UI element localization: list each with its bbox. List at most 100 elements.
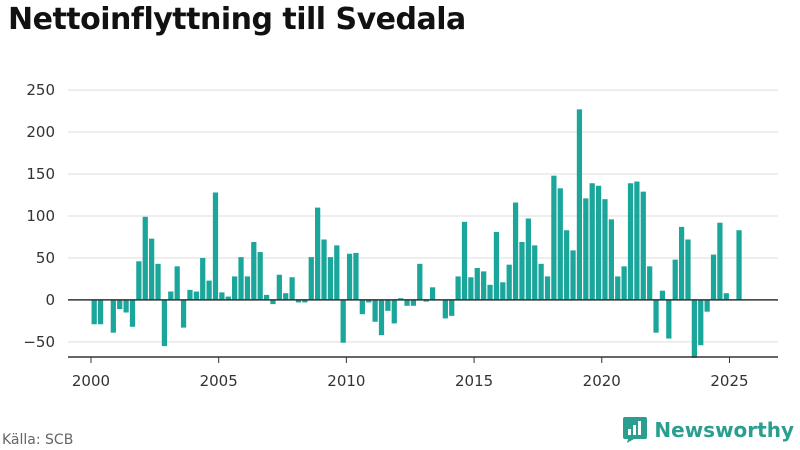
bar <box>429 287 436 300</box>
bar <box>315 207 321 300</box>
bar <box>640 191 646 300</box>
bar <box>493 231 500 300</box>
bar <box>442 299 448 319</box>
bar <box>461 221 468 300</box>
bar <box>666 299 672 339</box>
bar <box>723 293 729 300</box>
bar <box>180 299 187 328</box>
bar <box>385 299 391 311</box>
bar <box>110 299 116 333</box>
bar <box>506 264 512 300</box>
newsworthy-logo-icon <box>623 417 648 443</box>
bar <box>410 299 417 306</box>
bar <box>608 219 614 300</box>
bar <box>551 175 557 300</box>
bar <box>621 266 627 300</box>
bar <box>244 276 251 300</box>
bar <box>449 299 455 316</box>
axes <box>68 299 778 363</box>
bar <box>647 266 653 300</box>
bar <box>308 257 314 300</box>
bar <box>174 266 180 300</box>
bar <box>283 293 289 300</box>
bar <box>378 299 385 336</box>
bar <box>263 294 270 300</box>
bar <box>257 252 263 300</box>
bar <box>423 299 429 302</box>
bar <box>91 299 97 325</box>
bar <box>455 276 461 300</box>
bar <box>219 292 225 300</box>
bar <box>289 277 295 300</box>
bar <box>129 299 136 327</box>
bar <box>627 183 634 300</box>
bar <box>487 284 493 300</box>
bar <box>346 253 353 300</box>
bar <box>136 261 142 300</box>
bar <box>321 239 327 300</box>
gridlines <box>68 89 778 343</box>
bar <box>704 299 710 312</box>
bar <box>583 198 589 300</box>
bar <box>200 257 206 300</box>
y-tick-label: 50 <box>36 249 55 267</box>
x-tick-label: 2025 <box>710 372 748 390</box>
bar <box>474 268 480 300</box>
bar <box>270 299 276 305</box>
bar <box>595 185 602 300</box>
x-axis-labels: 2000 2005 2010 2015 2020 2025 <box>72 372 749 390</box>
bar <box>212 192 219 300</box>
bar <box>232 276 238 300</box>
bar <box>359 299 365 315</box>
bar <box>576 109 583 300</box>
bar <box>615 276 621 300</box>
bar <box>653 299 659 333</box>
bar <box>404 299 410 306</box>
bar <box>532 245 538 300</box>
y-tick-label: 250 <box>26 81 55 99</box>
bar <box>557 188 563 300</box>
bar <box>736 230 742 300</box>
bar <box>340 299 346 343</box>
bar <box>117 299 123 310</box>
bar <box>353 252 359 300</box>
bar <box>570 250 576 300</box>
bar <box>149 238 155 300</box>
bar <box>295 299 302 303</box>
bar <box>142 216 148 300</box>
y-tick-label: 100 <box>26 207 55 225</box>
y-tick-label: 150 <box>26 165 55 183</box>
source-label: Källa: SCB <box>2 432 74 448</box>
bars <box>91 109 742 358</box>
x-tick-label: 2005 <box>200 372 238 390</box>
bar <box>678 226 685 300</box>
bar <box>538 263 544 300</box>
bar <box>602 199 608 300</box>
bar <box>187 289 193 300</box>
bar <box>512 202 519 300</box>
bar <box>525 218 531 300</box>
bar <box>168 291 174 300</box>
bar <box>161 299 168 347</box>
bar <box>417 263 423 300</box>
bar <box>225 296 231 300</box>
bar <box>481 271 487 300</box>
bar <box>334 245 340 300</box>
bar <box>372 299 378 322</box>
bar <box>659 290 666 300</box>
bar <box>302 299 308 303</box>
brand[interactable]: Newsworthy <box>622 416 794 444</box>
brand-name: Newsworthy <box>654 418 794 442</box>
bar <box>276 274 282 300</box>
bar <box>717 222 723 300</box>
bar <box>123 299 129 313</box>
bar <box>564 230 570 300</box>
bar <box>97 299 104 325</box>
bar <box>519 242 525 300</box>
y-axis-labels: −50 0 50 100 150 200 250 <box>23 81 55 351</box>
bar <box>634 181 640 300</box>
bar <box>589 183 595 300</box>
bar <box>391 299 397 324</box>
bar <box>366 299 372 303</box>
